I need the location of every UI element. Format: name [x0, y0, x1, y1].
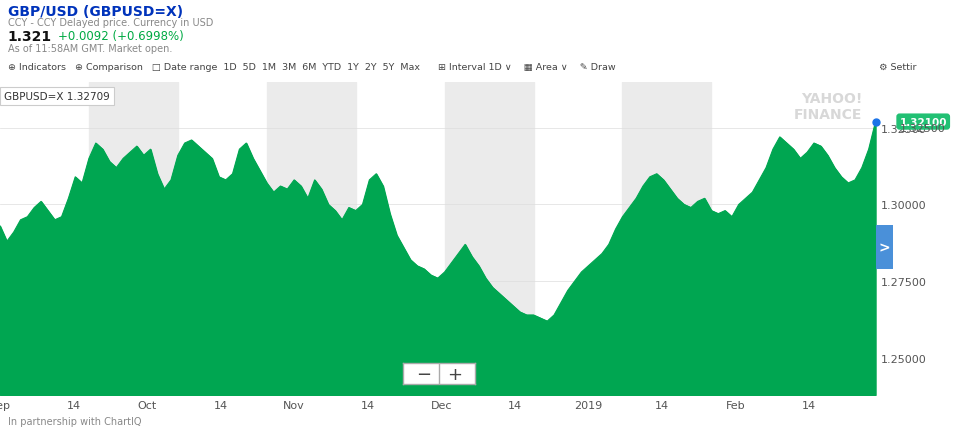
Text: 1.32100: 1.32100 — [900, 117, 947, 127]
Text: GBP/USD (GBPUSD=X): GBP/USD (GBPUSD=X) — [8, 5, 182, 19]
Text: 1.32500: 1.32500 — [900, 123, 946, 133]
Bar — [267, 82, 355, 395]
Text: YAHOO!
FINANCE: YAHOO! FINANCE — [794, 92, 862, 122]
Text: >: > — [878, 240, 890, 254]
Text: −: − — [416, 365, 431, 383]
Text: +: + — [447, 365, 463, 383]
Text: CCY - CCY Delayed price. Currency in USD: CCY - CCY Delayed price. Currency in USD — [8, 18, 213, 28]
Text: 1.321: 1.321 — [8, 30, 52, 44]
Text: In partnership with ChartIQ: In partnership with ChartIQ — [8, 416, 141, 426]
Bar — [622, 82, 711, 395]
Bar — [89, 82, 178, 395]
Text: +0.0092 (+0.6998%): +0.0092 (+0.6998%) — [58, 30, 183, 43]
Text: As of 11:58AM GMT. Market open.: As of 11:58AM GMT. Market open. — [8, 43, 172, 53]
Text: ⊕ Indicators   ⊕ Comparison   □ Date range  1D  5D  1M  3M  6M  YTD  1Y  2Y  5Y : ⊕ Indicators ⊕ Comparison □ Date range 1… — [8, 63, 615, 72]
Text: GBPUSD=X 1.32709: GBPUSD=X 1.32709 — [5, 92, 110, 102]
Bar — [444, 82, 534, 395]
Text: ⚙ Settir: ⚙ Settir — [879, 63, 917, 72]
